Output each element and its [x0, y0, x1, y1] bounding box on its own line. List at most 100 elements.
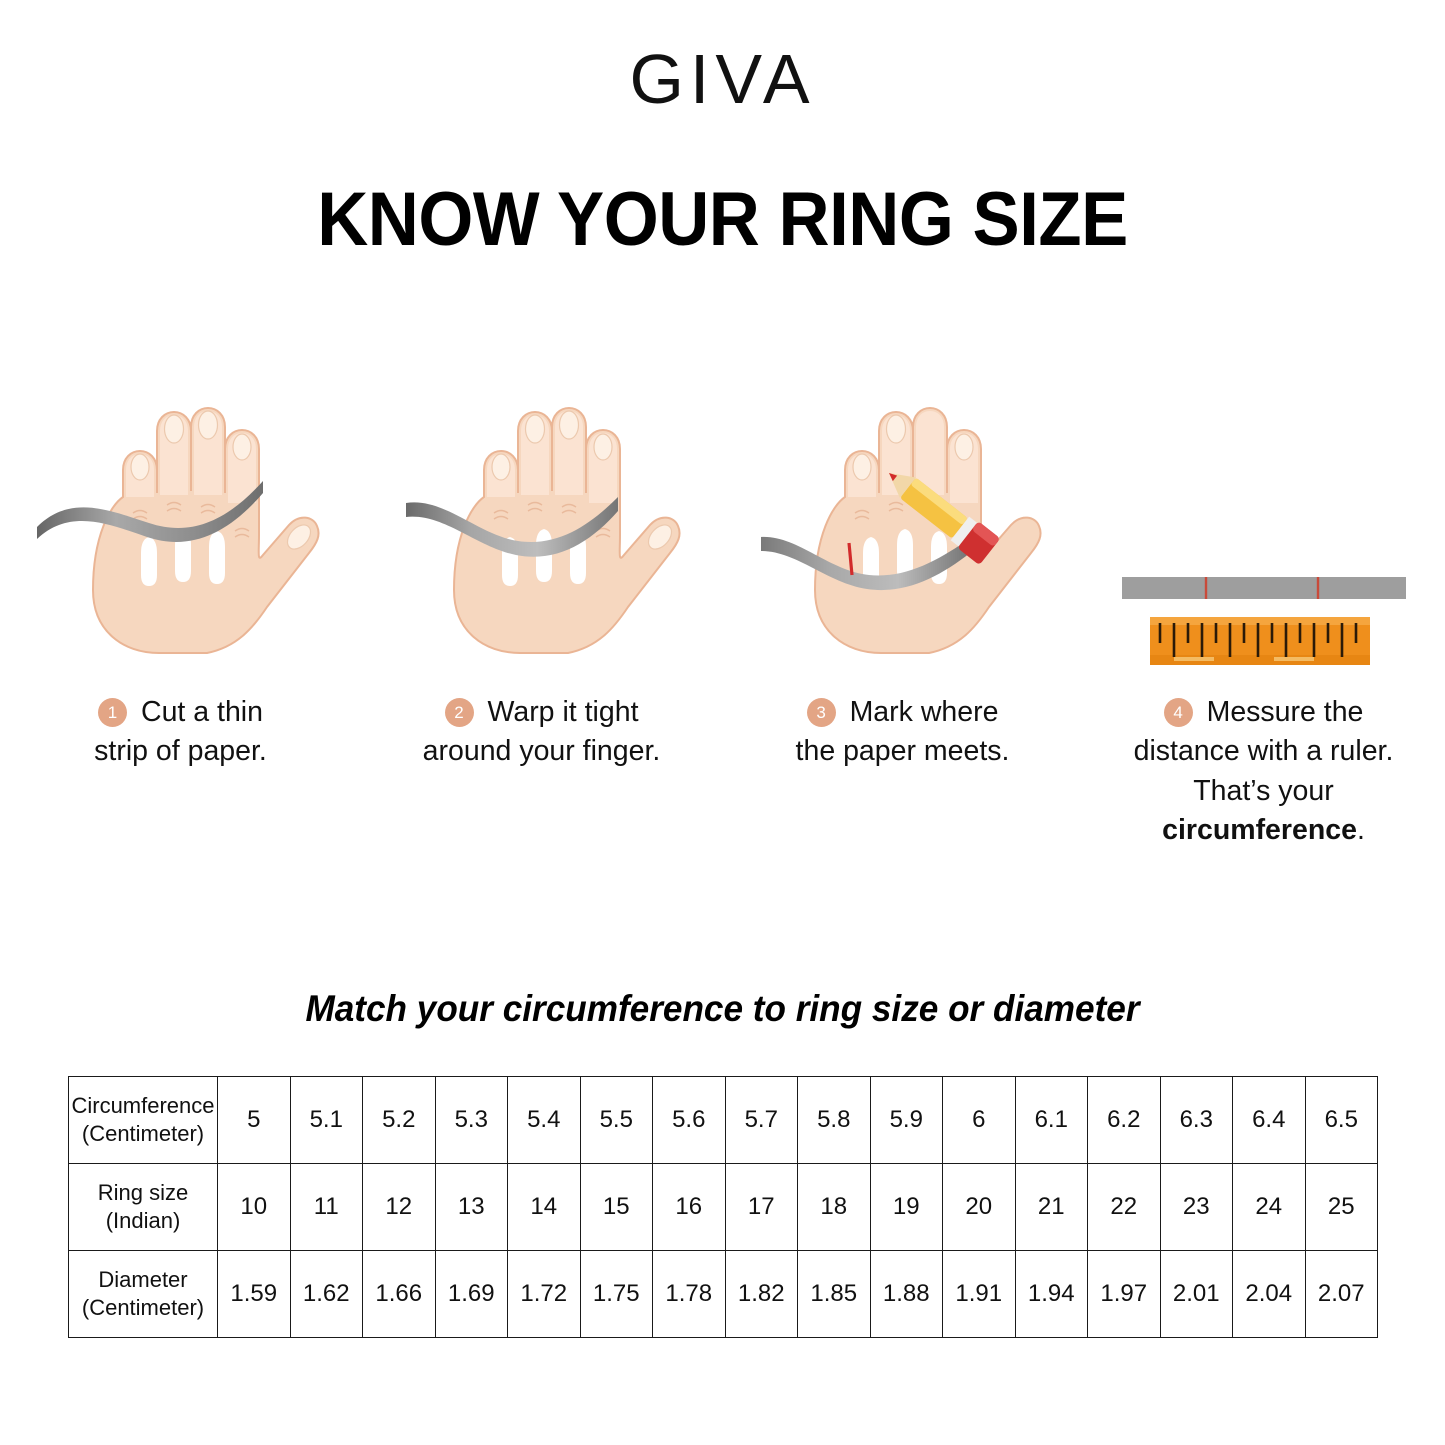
cell-diameter-0: 1.59	[217, 1250, 291, 1338]
cell-ring-size-11: 21	[1014, 1163, 1088, 1251]
cell-diameter-5: 1.75	[579, 1250, 653, 1338]
row-label-ring-size-line1: Ring size	[97, 1180, 189, 1206]
step-3-line2: the paper meets.	[795, 735, 1010, 768]
cell-ring-size-12: 22	[1087, 1163, 1161, 1251]
step-4-caption: 4 Messure the distance with a ruler. That…	[1094, 693, 1434, 850]
cell-ring-size-4: 14	[507, 1163, 581, 1251]
cell-ring-size-5: 15	[579, 1163, 653, 1251]
step-2: 2 Warp it tight around your finger.	[361, 385, 722, 850]
row-label-ring-size: Ring size (Indian)	[68, 1163, 218, 1251]
table-body: Circumference (Centimeter) 5 5.1 5.2 5.3…	[68, 1076, 1378, 1338]
steps-row: 1 Cut a thin strip of paper.	[0, 385, 1445, 850]
cell-circumference-4: 5.4	[507, 1076, 581, 1164]
strip-with-ruler-icon	[1121, 577, 1406, 665]
cell-circumference-9: 5.9	[869, 1076, 943, 1164]
cell-ring-size-15: 25	[1304, 1163, 1378, 1251]
cell-ring-size-14: 24	[1232, 1163, 1306, 1251]
row-label-diameter: Diameter (Centimeter)	[68, 1250, 218, 1338]
row-label-circumference-line1: Circumference	[71, 1093, 215, 1119]
cell-circumference-6: 5.6	[652, 1076, 726, 1164]
cell-diameter-8: 1.85	[797, 1250, 871, 1338]
row-label-diameter-line2: (Centimeter)	[81, 1295, 205, 1320]
pencil-mark	[846, 542, 854, 576]
table-row-diameter: Diameter (Centimeter) 1.59 1.62 1.66 1.6…	[68, 1250, 1378, 1338]
cell-circumference-14: 6.4	[1232, 1076, 1306, 1164]
cell-circumference-8: 5.8	[797, 1076, 871, 1164]
table-row-ring-size: Ring size (Indian) 10 11 12 13 14 15 16 …	[68, 1163, 1378, 1251]
step-1-line1: Cut a thin	[141, 696, 263, 728]
cell-diameter-4: 1.72	[507, 1250, 581, 1338]
hand-with-paper-strip-icon	[36, 406, 320, 654]
step-4-line3-bold: circumference	[1162, 813, 1357, 846]
row-label-ring-size-line2: (Indian)	[105, 1208, 181, 1233]
step-1: 1 Cut a thin strip of paper.	[0, 385, 361, 850]
step-1-caption: 1 Cut a thin strip of paper.	[11, 693, 351, 772]
cell-ring-size-2: 12	[362, 1163, 436, 1251]
cell-diameter-13: 2.01	[1159, 1250, 1233, 1338]
cell-diameter-2: 1.66	[362, 1250, 436, 1338]
cell-ring-size-13: 23	[1159, 1163, 1233, 1251]
step-4: 4 Messure the distance with a ruler. That…	[1083, 385, 1444, 850]
cell-diameter-1: 1.62	[289, 1250, 363, 1338]
cell-ring-size-3: 13	[434, 1163, 508, 1251]
table-heading: Match your circumference to ring size or…	[305, 988, 1140, 1029]
cell-diameter-12: 1.97	[1087, 1250, 1161, 1338]
cell-diameter-9: 1.88	[869, 1250, 943, 1338]
ring-size-table: Circumference (Centimeter) 5 5.1 5.2 5.3…	[68, 1076, 1378, 1338]
row-label-circumference: Circumference (Centimeter)	[68, 1076, 218, 1164]
cell-diameter-15: 2.07	[1304, 1250, 1378, 1338]
cell-ring-size-6: 16	[652, 1163, 726, 1251]
cell-diameter-10: 1.91	[942, 1250, 1016, 1338]
table-row-circumference: Circumference (Centimeter) 5 5.1 5.2 5.3…	[68, 1076, 1378, 1164]
cell-diameter-14: 2.04	[1232, 1250, 1306, 1338]
cell-diameter-3: 1.69	[434, 1250, 508, 1338]
step-1-badge: 1	[98, 698, 127, 727]
step-4-line1: Messure the	[1206, 696, 1364, 728]
pencil-icon	[888, 473, 999, 564]
step-2-illustration	[392, 385, 692, 685]
step-4-badge: 4	[1163, 698, 1193, 727]
step-3-caption: 3 Mark where the paper meets.	[733, 693, 1073, 772]
step-4-line3-pre: That’s your	[1193, 774, 1334, 807]
cell-circumference-0: 5	[217, 1076, 291, 1164]
cell-circumference-15: 6.5	[1304, 1076, 1378, 1164]
brand-logo: GIVA	[629, 40, 816, 118]
cell-circumference-7: 5.7	[724, 1076, 798, 1164]
cell-diameter-11: 1.94	[1014, 1250, 1088, 1338]
step-4-illustration	[1114, 385, 1414, 685]
cell-ring-size-1: 11	[289, 1163, 363, 1251]
step-3-badge: 3	[806, 698, 836, 727]
page-title: KNOW YOUR RING SIZE	[317, 177, 1128, 262]
row-label-circumference-line2: (Centimeter)	[81, 1121, 205, 1146]
step-4-line2: distance with a ruler.	[1133, 735, 1394, 768]
cell-ring-size-10: 20	[942, 1163, 1016, 1251]
step-1-line2: strip of paper.	[94, 735, 267, 768]
ruler	[1149, 617, 1370, 665]
cell-ring-size-0: 10	[217, 1163, 291, 1251]
step-3-illustration	[753, 385, 1053, 685]
step-4-line3-post: .	[1356, 813, 1365, 846]
paper-strip	[1121, 577, 1406, 599]
cell-circumference-3: 5.3	[434, 1076, 508, 1164]
cell-ring-size-8: 18	[797, 1163, 871, 1251]
row-label-diameter-line1: Diameter	[98, 1267, 188, 1293]
step-2-line1: Warp it tight	[487, 696, 639, 728]
cell-circumference-13: 6.3	[1159, 1076, 1233, 1164]
cell-circumference-5: 5.5	[579, 1076, 653, 1164]
step-3-line1: Mark where	[849, 696, 999, 728]
cell-circumference-12: 6.2	[1087, 1076, 1161, 1164]
cell-ring-size-9: 19	[869, 1163, 943, 1251]
step-2-caption: 2 Warp it tight around your finger.	[372, 693, 712, 772]
cell-circumference-1: 5.1	[289, 1076, 363, 1164]
hand-with-pencil-mark-icon	[760, 406, 1042, 654]
step-1-illustration	[31, 385, 331, 685]
cell-ring-size-7: 17	[724, 1163, 798, 1251]
cell-diameter-6: 1.78	[652, 1250, 726, 1338]
step-2-line2: around your finger.	[422, 735, 661, 768]
hand-with-wrapped-strip-icon	[405, 406, 681, 654]
cell-diameter-7: 1.82	[724, 1250, 798, 1338]
step-3: 3 Mark where the paper meets.	[722, 385, 1083, 850]
step-2-badge: 2	[444, 698, 474, 727]
cell-circumference-11: 6.1	[1014, 1076, 1088, 1164]
